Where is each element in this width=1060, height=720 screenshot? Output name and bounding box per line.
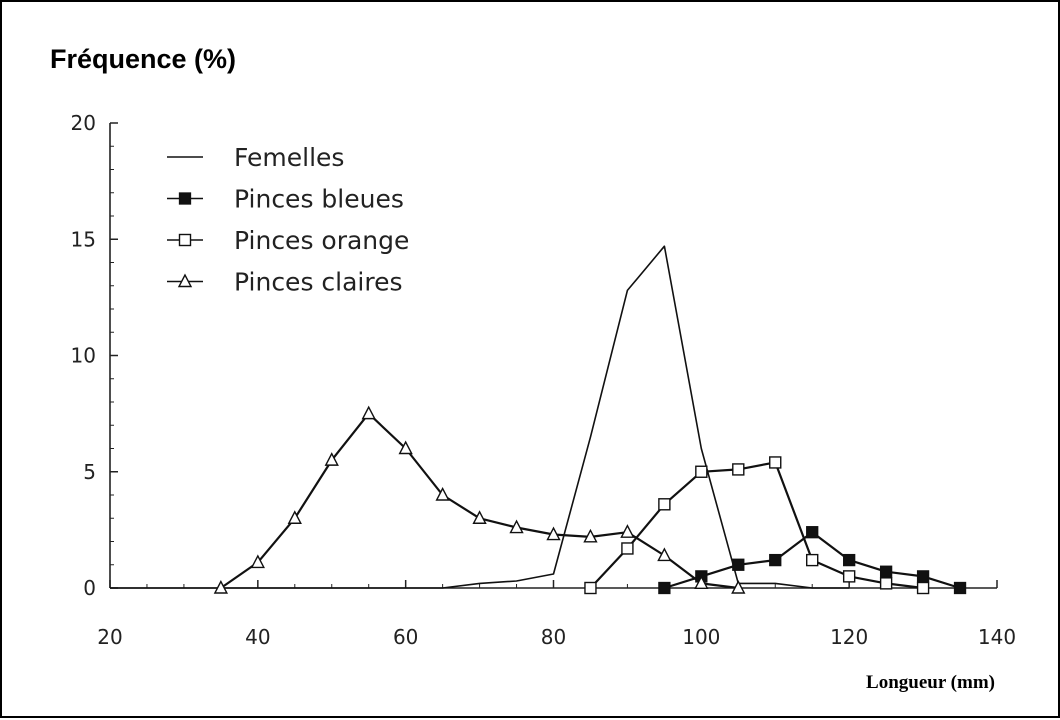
legend-label: Pinces claires xyxy=(234,268,403,297)
legend-item-pinces-bleues: Pinces bleues xyxy=(167,185,404,214)
data-point xyxy=(694,575,709,590)
legend-item-pinces-orange: Pinces orange xyxy=(167,226,409,255)
legend: Femelles Pinces bleues Pinces orange Pinces… xyxy=(167,143,409,297)
data-point xyxy=(546,526,561,541)
data-point xyxy=(916,570,930,583)
y-tick-label: 15 xyxy=(71,227,96,251)
data-point xyxy=(509,519,524,534)
data-point xyxy=(658,581,671,595)
data-point xyxy=(583,528,598,543)
x-tick-label: 80 xyxy=(541,625,566,649)
x-tick-label: 60 xyxy=(393,625,418,649)
data-point xyxy=(879,577,893,590)
y-tick-label: 0 xyxy=(83,576,96,600)
legend-item-pinces-claires: Pinces claires xyxy=(167,268,403,297)
data-point xyxy=(879,565,893,578)
y-tick-label: 5 xyxy=(83,460,96,484)
data-point xyxy=(213,579,229,594)
data-point xyxy=(361,405,376,420)
data-point xyxy=(435,486,450,501)
data-point xyxy=(584,581,597,595)
series-femelles xyxy=(110,245,850,589)
x-tick-label: 40 xyxy=(245,625,270,649)
x-axis-title: Longueur (mm) xyxy=(866,672,995,693)
y-tick-label: 10 xyxy=(71,344,96,368)
series-layer xyxy=(110,245,967,595)
x-tick-label: 20 xyxy=(97,625,122,649)
legend-label: Femelles xyxy=(234,143,344,172)
data-point xyxy=(769,456,782,469)
data-point xyxy=(472,510,487,524)
data-point xyxy=(732,463,745,476)
data-point xyxy=(177,273,193,288)
x-tick-label: 140 xyxy=(978,625,1016,649)
data-point xyxy=(398,440,413,455)
series-line-pinces-orange xyxy=(589,461,924,590)
data-point xyxy=(621,542,634,555)
data-point xyxy=(732,558,745,571)
series-pinces-claires xyxy=(213,405,746,594)
data-point xyxy=(731,579,746,594)
series-line-femelles xyxy=(110,245,850,589)
axes: 0 5 10 15 20 20 40 60 80 100 120 140 xyxy=(71,111,1017,649)
data-point xyxy=(658,498,671,511)
data-point xyxy=(769,553,782,567)
data-point xyxy=(620,524,635,538)
legend-label: Pinces bleues xyxy=(234,185,404,214)
legend-label: Pinces orange xyxy=(234,226,409,255)
x-tick-label: 120 xyxy=(830,625,868,649)
data-point xyxy=(842,570,856,583)
data-point xyxy=(806,526,819,539)
data-point xyxy=(287,510,302,524)
data-point xyxy=(178,192,192,205)
legend-item-femelles: Femelles xyxy=(167,143,344,172)
y-tick-label: 20 xyxy=(71,111,96,135)
data-point xyxy=(953,581,967,595)
x-tick-label: 100 xyxy=(682,625,720,649)
data-point xyxy=(250,554,265,569)
data-point xyxy=(916,581,930,595)
y-axis-title: Fréquence (%) xyxy=(50,44,236,74)
data-point xyxy=(324,452,339,466)
data-point xyxy=(178,233,192,247)
data-point xyxy=(843,553,856,567)
series-pinces-orange xyxy=(584,456,930,595)
data-point xyxy=(806,553,819,567)
data-point xyxy=(695,465,708,478)
data-point xyxy=(657,547,672,562)
